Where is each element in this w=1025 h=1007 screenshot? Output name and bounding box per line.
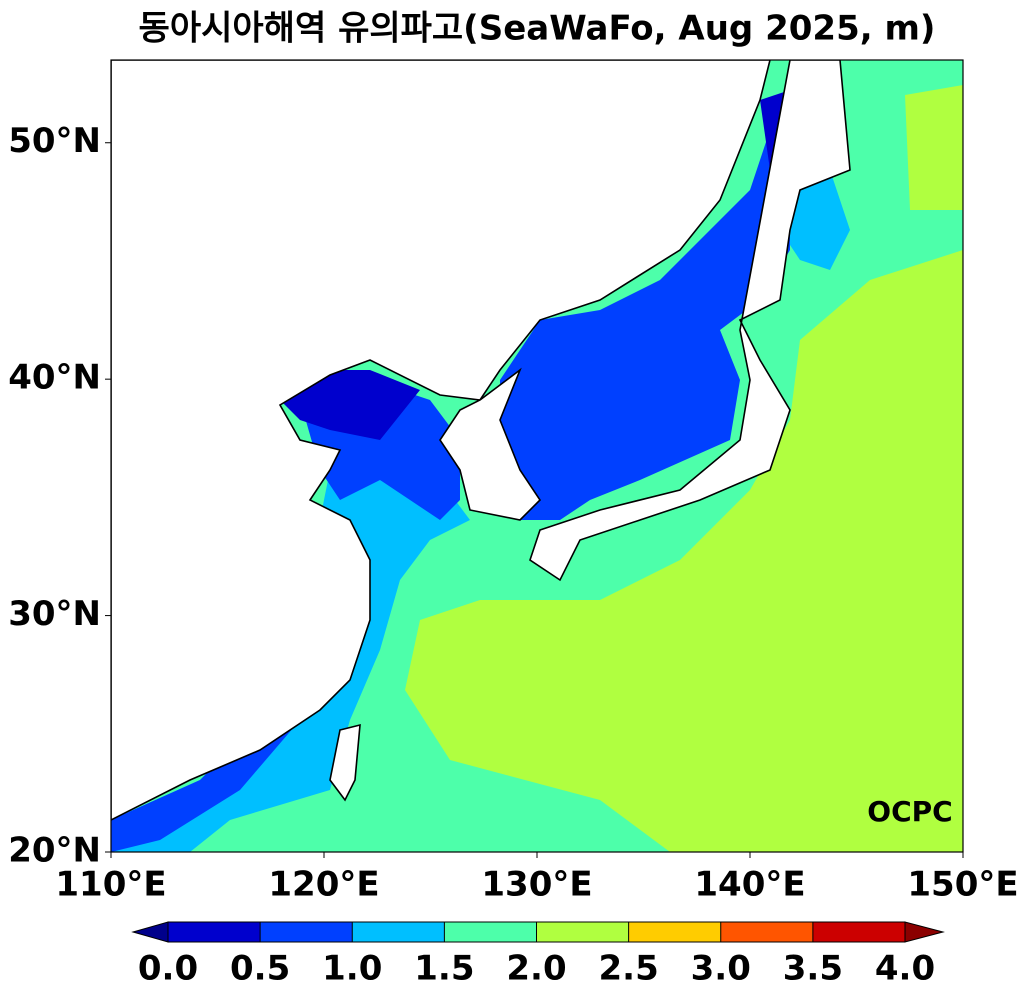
wave-map: [111, 60, 963, 852]
colorbar-tick-label: 1.0: [322, 949, 382, 989]
y-tick-label: 40°N: [8, 358, 101, 398]
land-china: [111, 60, 771, 821]
colorbar-tick-label: 0.5: [230, 949, 290, 989]
x-tick-label: 120°E: [268, 865, 379, 905]
title: 동아시아해역 유의파고(SeaWaFo, Aug 2025, m): [139, 9, 936, 49]
x-tick-label: 110°E: [55, 865, 166, 905]
colorbar-tick-label: 4.0: [875, 949, 935, 989]
colorbar-tick-label: 1.5: [414, 949, 474, 989]
colorbar-tick-label: 2.5: [599, 949, 659, 989]
colorbar-over: [904, 921, 945, 943]
colorbar-tick-label: 2.0: [506, 949, 566, 989]
colorbar-under: [131, 921, 169, 943]
colorbar-box: [352, 922, 445, 942]
colorbar-box: [812, 922, 905, 942]
sea-darkblue-bohai: [280, 370, 420, 440]
x-tick-label: 140°E: [694, 865, 805, 905]
land-taiwan: [329, 723, 361, 802]
y-tick-label: 20°N: [8, 831, 101, 871]
y-tick-label: 30°N: [8, 594, 101, 634]
colorbar-box: [720, 922, 813, 942]
colorbar-box: [536, 922, 629, 942]
land-japan: [529, 60, 851, 582]
x-tick-label: 130°E: [481, 865, 592, 905]
land-korea: [439, 367, 542, 521]
y-tick-label: 50°N: [8, 121, 101, 161]
colorbar-tick-label: 3.5: [783, 949, 843, 989]
logo: OCPC: [867, 795, 952, 828]
sea-cyan: [111, 400, 470, 852]
colorbar-box: [444, 922, 537, 942]
sea-blue-east: [500, 100, 790, 520]
colorbar-box: [628, 922, 721, 942]
colorbar-tick-label: 0.0: [138, 949, 198, 989]
colorbar-box: [168, 922, 261, 942]
colorbar-box: [260, 922, 353, 942]
x-tick-label: 150°E: [907, 865, 1018, 905]
colorbar-tick-label: 3.0: [691, 949, 751, 989]
